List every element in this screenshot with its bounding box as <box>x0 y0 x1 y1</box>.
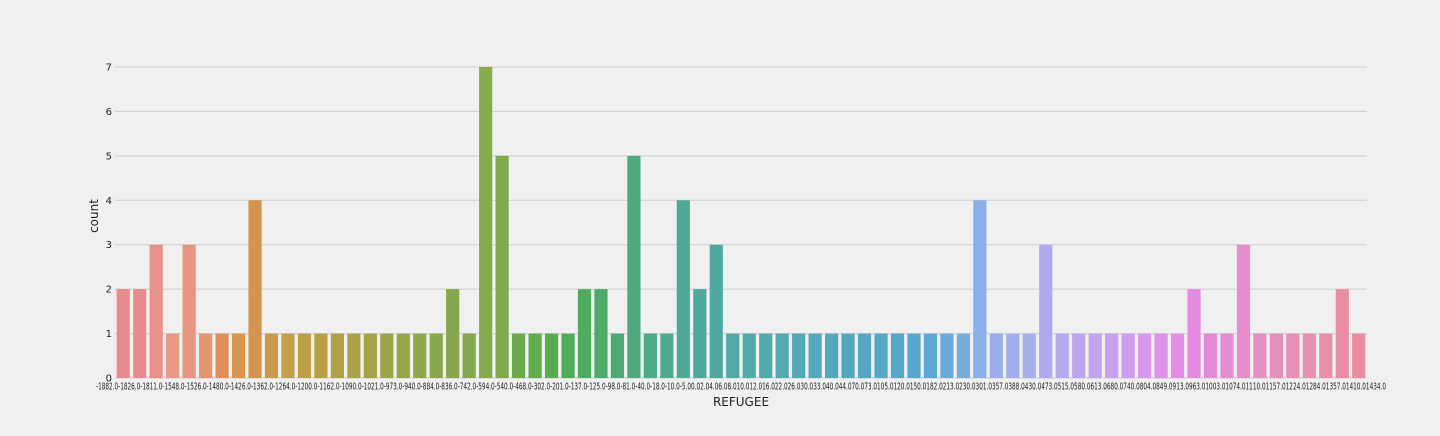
bar--1021.0 <box>314 333 328 378</box>
y-tick-label: 6 <box>106 107 112 118</box>
bar--81.0 <box>544 333 559 378</box>
bar--973.0 <box>330 333 344 378</box>
bar--594.0 <box>413 333 427 378</box>
bar--10.0 <box>594 289 608 378</box>
bar-515.0 <box>1072 333 1086 378</box>
bar--40.0 <box>561 333 575 378</box>
bar-804.0 <box>1154 333 1168 378</box>
bar--836.0 <box>380 333 394 378</box>
bar--742.0 <box>396 333 410 378</box>
bar-73.0 <box>874 333 888 378</box>
bar-357.0 <box>1006 333 1020 378</box>
bar-1110.0 <box>1253 333 1267 378</box>
y-tick-label: 3 <box>106 240 112 251</box>
bar-182.0 <box>940 333 954 378</box>
bar-1224.0 <box>1286 333 1300 378</box>
bar-40.0 <box>825 333 839 378</box>
bar-70.0 <box>857 333 872 378</box>
bar--1362.0 <box>231 333 246 378</box>
bar--940.0 <box>347 333 361 378</box>
bar--98.0 <box>528 333 542 378</box>
bar-1157.0 <box>1269 333 1283 378</box>
y-tick-label: 2 <box>106 285 112 296</box>
bar-740.0 <box>1138 333 1152 378</box>
bar-580.0 <box>1088 333 1102 378</box>
bar--1480.0 <box>199 333 213 378</box>
bar-388.0 <box>1022 333 1036 378</box>
y-tick-label: 0 <box>106 374 112 385</box>
bar-6.0 <box>676 200 690 378</box>
bar-0.0 <box>627 155 641 378</box>
bar-613.0 <box>1105 333 1119 378</box>
bar-4.0 <box>660 333 674 378</box>
y-tick-label: 1 <box>106 329 112 340</box>
y-tick-label: 4 <box>106 196 112 207</box>
bar-301.0 <box>989 333 1003 378</box>
bar-150.0 <box>923 333 938 378</box>
bar-473.0 <box>1055 333 1069 378</box>
gridlines <box>115 66 1367 379</box>
x-tick-labels: -1882.0-1826.0-1811.0-1548.0-1526.0-1480… <box>96 382 1386 393</box>
bar-10.0 <box>709 244 723 378</box>
bar--201.0 <box>479 67 493 378</box>
bar-913.0 <box>1187 289 1201 378</box>
bar-22.0 <box>759 333 773 378</box>
bar--1826.0 <box>133 289 147 378</box>
bar--125.0 <box>512 333 526 378</box>
bar-26.0 <box>775 333 789 378</box>
y-tick-label: 5 <box>106 151 112 162</box>
bar-120.0 <box>907 333 921 378</box>
bar--1264.0 <box>248 200 262 378</box>
bar-44.0 <box>841 333 855 378</box>
bar-1003.0 <box>1220 333 1234 378</box>
bar-33.0 <box>808 333 822 378</box>
y-tick-labels: 0 1 2 3 4 5 6 7 <box>106 63 112 385</box>
bar--137.0 <box>495 155 509 378</box>
bar-1074.0 <box>1236 244 1251 378</box>
bar--18.0 <box>577 289 592 378</box>
bar--1090.0 <box>297 333 312 378</box>
y-axis-label: count <box>87 199 101 233</box>
bar--1882.0 <box>116 289 130 378</box>
bar-1357.0 <box>1319 333 1333 378</box>
bar--302.0 <box>462 333 476 378</box>
bar-2.0 <box>643 333 657 378</box>
x-axis-label: REFUGEE <box>713 395 769 409</box>
bar--1811.0 <box>149 244 163 378</box>
bar-430.0 <box>1039 244 1053 378</box>
bar-230.0 <box>973 200 987 378</box>
bar--468.0 <box>446 289 460 378</box>
bar-963.0 <box>1203 333 1218 378</box>
bar--540.0 <box>429 333 443 378</box>
bar-1410.0 <box>1335 289 1349 378</box>
bar--5.0 <box>610 333 625 378</box>
bar-849.0 <box>1170 333 1185 378</box>
bar-105.0 <box>890 333 905 378</box>
bar--1526.0 <box>182 244 196 378</box>
bar--884.0 <box>363 333 377 378</box>
bar--1162.0 <box>281 333 295 378</box>
bar-213.0 <box>956 333 970 378</box>
bar--1548.0 <box>166 333 180 378</box>
bar-8.0 <box>693 289 707 378</box>
bar-12.0 <box>726 333 740 378</box>
y-tick-label: 7 <box>106 63 112 74</box>
bar-1284.0 <box>1302 333 1316 378</box>
bars <box>116 67 1366 378</box>
bar-16.0 <box>742 333 756 378</box>
bar-680.0 <box>1121 333 1135 378</box>
bar-30.0 <box>792 333 806 378</box>
bar-1434.0 <box>1352 333 1366 378</box>
bar--1426.0 <box>215 333 229 378</box>
bar--1200.0 <box>264 333 279 378</box>
